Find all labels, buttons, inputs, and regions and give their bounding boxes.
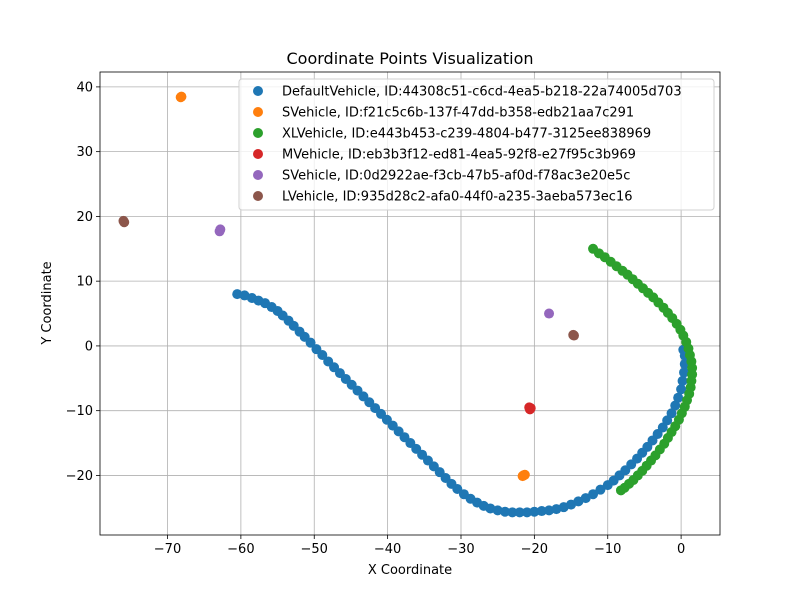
legend: DefaultVehicle, ID:44308c51-c6cd-4ea5-b2… bbox=[238, 78, 715, 211]
data-point bbox=[676, 384, 687, 395]
y-axis-label: Y Coordinate bbox=[40, 261, 55, 345]
x-tick-label: −70 bbox=[154, 542, 181, 557]
plot-frame bbox=[99, 71, 721, 536]
axis-ticks: −70 −60 −50 −40 −30 −20 −10 0 −20 −10 0 10 20 30 40 bbox=[66, 80, 686, 557]
x-tick-label: 0 bbox=[677, 542, 685, 557]
series-4 bbox=[214, 224, 555, 319]
data-point bbox=[507, 507, 518, 518]
data-point bbox=[176, 91, 187, 102]
legend-entry: LVehicle, ID:935d28c2-afa0-44f0-a235-3ae… bbox=[282, 190, 633, 205]
data-point bbox=[615, 485, 626, 496]
data-point bbox=[214, 226, 225, 237]
series-0 bbox=[232, 289, 690, 518]
data-point bbox=[529, 506, 540, 517]
data-point bbox=[500, 506, 511, 517]
data-point bbox=[666, 408, 677, 419]
x-tick-label: −20 bbox=[521, 542, 548, 557]
legend-marker bbox=[253, 191, 263, 201]
legend-box bbox=[238, 78, 715, 211]
series-2 bbox=[588, 243, 698, 496]
y-tick-label: 10 bbox=[76, 275, 93, 290]
data-point bbox=[677, 375, 688, 386]
data-point bbox=[305, 337, 316, 348]
y-tick-label: −20 bbox=[66, 469, 93, 484]
legend-entry: SVehicle, ID:f21c5c6b-137f-47dd-b358-edb… bbox=[282, 106, 634, 121]
y-tick-label: 20 bbox=[76, 210, 93, 225]
x-tick-label: −60 bbox=[227, 542, 254, 557]
data-point bbox=[679, 367, 690, 378]
data-point bbox=[517, 471, 528, 482]
x-tick-label: −30 bbox=[447, 542, 474, 557]
data-point bbox=[514, 507, 525, 518]
data-point bbox=[588, 489, 599, 500]
series-5 bbox=[118, 215, 579, 341]
x-tick-label: −40 bbox=[374, 542, 401, 557]
legend-entry: XLVehicle, ID:e443b453-c239-4804-b477-31… bbox=[282, 127, 651, 142]
legend-marker bbox=[253, 170, 263, 180]
x-axis-label: X Coordinate bbox=[368, 563, 452, 578]
y-tick-label: 30 bbox=[76, 145, 93, 160]
y-tick-label: 0 bbox=[85, 339, 93, 354]
legend-marker bbox=[253, 128, 263, 138]
data-point bbox=[580, 493, 591, 504]
data-point bbox=[522, 507, 533, 518]
data-point bbox=[595, 484, 606, 495]
data-point bbox=[536, 506, 547, 517]
data-point bbox=[317, 349, 328, 360]
series-1 bbox=[175, 91, 530, 482]
legend-entry: DefaultVehicle, ID:44308c51-c6cd-4ea5-b2… bbox=[282, 85, 682, 100]
legend-marker bbox=[253, 149, 263, 159]
legend-entry: SVehicle, ID:0d2922ae-f3cb-47b5-af0d-f78… bbox=[282, 169, 630, 184]
data-point bbox=[119, 217, 130, 228]
x-tick-label: −10 bbox=[594, 542, 621, 557]
data-point bbox=[670, 400, 681, 411]
series-3 bbox=[524, 402, 536, 415]
data-point bbox=[544, 308, 555, 319]
legend-entry: MVehicle, ID:eb3b3f12-ed81-4ea5-92f8-e27… bbox=[282, 148, 636, 163]
data-point bbox=[673, 392, 684, 403]
legend-marker bbox=[253, 107, 263, 117]
x-tick-label: −50 bbox=[301, 542, 328, 557]
data-point bbox=[568, 330, 579, 341]
chart-title: Coordinate Points Visualization bbox=[286, 49, 533, 68]
y-tick-label: −10 bbox=[66, 404, 93, 419]
data-points bbox=[118, 91, 698, 518]
data-point bbox=[524, 404, 535, 415]
legend-marker bbox=[253, 86, 263, 96]
y-tick-label: 40 bbox=[76, 80, 93, 95]
